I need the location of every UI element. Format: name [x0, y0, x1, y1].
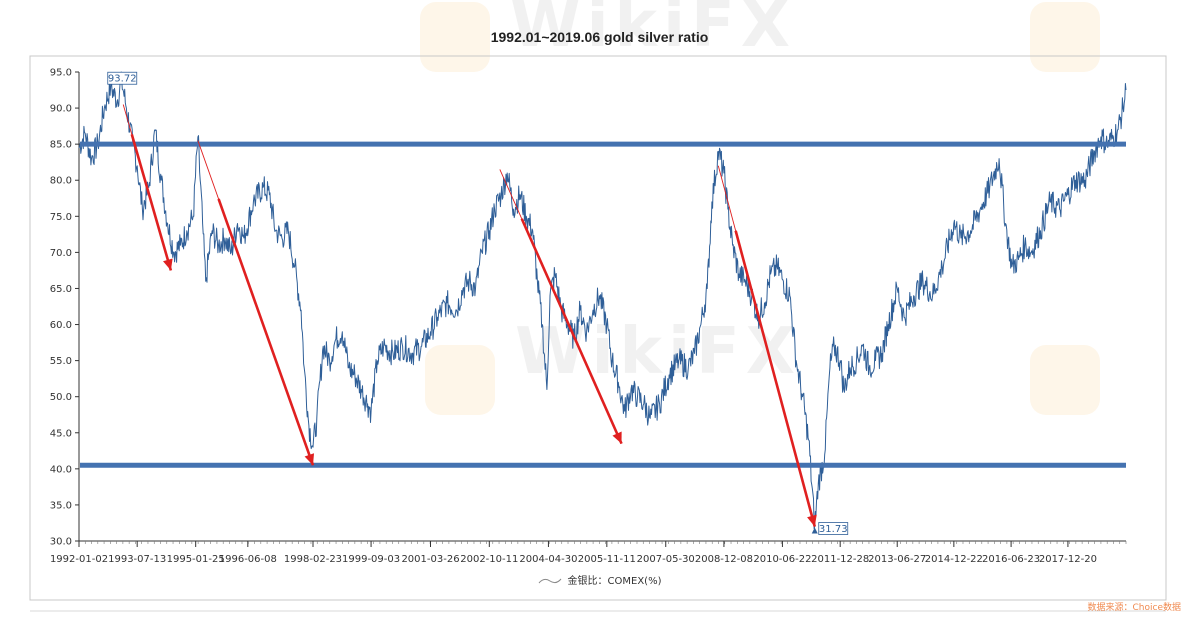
y-tick-label: 85.0 [50, 140, 72, 151]
y-tick-label: 80.0 [50, 176, 72, 187]
x-tick-label: 2016-06-23 [982, 554, 1040, 565]
min-label-text: 31.73 [819, 524, 848, 535]
trend-arrow-head [807, 514, 817, 527]
trend-arrow-shaft [734, 230, 817, 527]
x-tick-label: 1992-01-02 [50, 554, 108, 565]
y-tick-label: 35.0 [50, 500, 72, 511]
x-tick-label: 1993-07-13 [108, 554, 166, 565]
legend-label: 金银比：COMEX(%) [567, 576, 662, 587]
y-tick-label: 30.0 [50, 537, 72, 548]
x-tick-label: 2014-12-22 [925, 554, 983, 565]
chart-title: 1992.01~2019.06 gold silver ratio [490, 29, 709, 45]
x-tick-label: 2013-06-27 [868, 554, 926, 565]
y-tick-label: 45.0 [50, 428, 72, 439]
y-tick-label: 70.0 [50, 248, 72, 259]
x-tick-label: 2005-11-11 [578, 554, 636, 565]
x-tick-label: 2002-10-11 [460, 554, 518, 565]
y-tick-label: 65.0 [50, 284, 72, 295]
x-tick-label: 2011-12-28 [811, 554, 869, 565]
legend-line-icon [538, 578, 561, 584]
x-tick-label: 2004-04-30 [519, 554, 577, 565]
y-tick-label: 90.0 [50, 104, 72, 115]
source-note: 数据来源：Choice数据 [1087, 603, 1181, 613]
y-tick-label: 40.0 [50, 464, 72, 475]
y-tick-label: 75.0 [50, 212, 72, 223]
trend-arrow-head [304, 453, 315, 466]
chart-frame [29, 55, 1167, 601]
x-tick-label: 2001-03-26 [401, 554, 459, 565]
max-label-text: 93.72 [108, 74, 137, 85]
y-tick-label: 55.0 [50, 356, 72, 367]
x-tick-label: 2010-06-22 [753, 554, 811, 565]
x-tick-label: 2008-12-08 [695, 554, 753, 565]
x-tick-label: 1995-01-25 [167, 554, 225, 565]
min-label-marker [811, 527, 818, 534]
legend: 金银比：COMEX(%) [0, 572, 1199, 587]
y-tick-label: 95.0 [50, 68, 72, 79]
trend-arrow-shaft [520, 218, 623, 445]
trend-arrow-shaft [130, 133, 173, 271]
y-tick-label: 60.0 [50, 320, 72, 331]
series-line [78, 71, 1127, 530]
x-tick-label: 1999-09-03 [342, 554, 400, 565]
x-tick-label: 2007-05-30 [637, 554, 695, 565]
x-tick-label: 1998-02-23 [284, 554, 342, 565]
min-label-box [818, 522, 849, 535]
trend-arrow-head [612, 431, 622, 444]
trend-arrow-shaft [217, 198, 315, 466]
y-tick-label: 50.0 [50, 392, 72, 403]
max-label-box [107, 71, 138, 85]
x-tick-label: 1996-06-08 [219, 554, 277, 565]
x-tick-label: 2017-12-20 [1039, 554, 1097, 565]
trend-arrow-head [163, 258, 173, 271]
